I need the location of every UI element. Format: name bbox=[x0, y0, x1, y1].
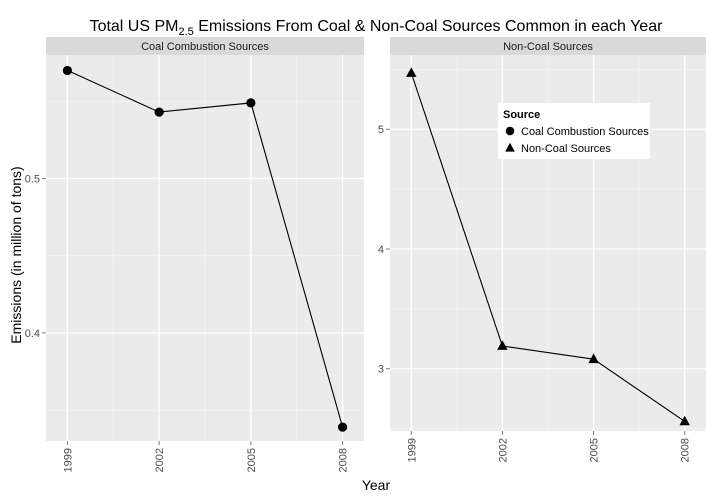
legend-title: Source bbox=[503, 109, 540, 121]
facet-strip bbox=[46, 37, 364, 55]
y-tick-label: 0.5 bbox=[25, 174, 40, 186]
x-tick-label: 2008 bbox=[680, 438, 692, 462]
data-point bbox=[62, 65, 73, 76]
series-line bbox=[410, 72, 686, 422]
x-tick-label: 2002 bbox=[497, 438, 509, 462]
x-tick-label: 2008 bbox=[338, 448, 350, 472]
y-tick-label: 3 bbox=[378, 364, 384, 376]
facet-panels: Coal Combustion Sources 0.4 0.5 1999 2002 200… bbox=[25, 37, 706, 472]
x-tick-label: 2005 bbox=[589, 438, 601, 462]
legend-key-circle bbox=[505, 126, 515, 136]
data-point bbox=[588, 353, 599, 364]
series-line bbox=[67, 69, 344, 428]
x-tick-label: 1999 bbox=[62, 448, 74, 472]
chart-title: Total US PM2.5 Emissions From Coal & Non… bbox=[90, 18, 664, 38]
data-point bbox=[679, 415, 690, 426]
facet-panel-2: Non-Coal Sources 3 4 5 1999 2002 2005 2008 bbox=[378, 37, 706, 462]
data-point bbox=[246, 98, 256, 108]
legend-item-label: Non-Coal Sources bbox=[521, 143, 611, 155]
data-point bbox=[154, 107, 164, 117]
legend-key-triangle bbox=[505, 142, 515, 152]
legend-background bbox=[498, 103, 650, 159]
x-tick-label: 1999 bbox=[406, 438, 418, 462]
data-point bbox=[337, 422, 348, 432]
facet-strip-label: Non-Coal Sources bbox=[503, 41, 593, 53]
data-point bbox=[406, 67, 417, 77]
x-tick-label: 2002 bbox=[154, 448, 166, 472]
facet-strip-label: Coal Combustion Sources bbox=[141, 41, 269, 53]
legend: Source Coal Combustion Sources Non-Coal So… bbox=[498, 103, 650, 159]
y-tick-label: 0.4 bbox=[25, 328, 40, 340]
x-axis-title: Year bbox=[362, 477, 391, 493]
y-axis-title: Emissions (in million of tons) bbox=[8, 166, 24, 343]
facet-panel-1: Coal Combustion Sources 0.4 0.5 1999 2002 200… bbox=[25, 37, 364, 472]
y-tick-label: 5 bbox=[378, 124, 384, 136]
legend-item-label: Coal Combustion Sources bbox=[521, 126, 649, 138]
x-tick-label: 2005 bbox=[246, 448, 258, 472]
y-tick-label: 4 bbox=[378, 244, 384, 256]
facet-strip bbox=[390, 37, 706, 55]
data-point bbox=[497, 340, 508, 350]
